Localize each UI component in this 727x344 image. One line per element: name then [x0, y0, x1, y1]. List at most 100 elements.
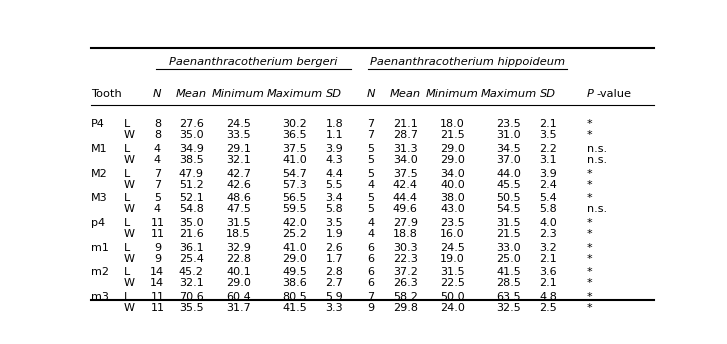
Text: 2.1: 2.1: [539, 278, 558, 288]
Text: 18.0: 18.0: [441, 119, 465, 129]
Text: 50.0: 50.0: [441, 292, 465, 302]
Text: 47.9: 47.9: [179, 169, 204, 179]
Text: 31.7: 31.7: [226, 303, 251, 313]
Text: L: L: [124, 267, 130, 277]
Text: Maximum: Maximum: [481, 89, 537, 99]
Text: 11: 11: [150, 218, 164, 228]
Text: 45.5: 45.5: [497, 180, 521, 190]
Text: 38.0: 38.0: [441, 193, 465, 203]
Text: 32.1: 32.1: [226, 155, 251, 165]
Text: 25.4: 25.4: [179, 254, 204, 264]
Text: 2.1: 2.1: [539, 254, 558, 264]
Text: 2.3: 2.3: [539, 229, 558, 239]
Text: 35.5: 35.5: [179, 303, 204, 313]
Text: *: *: [587, 292, 593, 302]
Text: 44.0: 44.0: [497, 169, 521, 179]
Text: 25.0: 25.0: [497, 254, 521, 264]
Text: 5.9: 5.9: [326, 292, 343, 302]
Text: *: *: [587, 303, 593, 313]
Text: 14: 14: [150, 267, 164, 277]
Text: m2: m2: [91, 267, 109, 277]
Text: 44.4: 44.4: [393, 193, 418, 203]
Text: 28.7: 28.7: [393, 130, 418, 140]
Text: 36.5: 36.5: [283, 130, 307, 140]
Text: 1.7: 1.7: [326, 254, 343, 264]
Text: W: W: [124, 155, 134, 165]
Text: 40.1: 40.1: [226, 267, 251, 277]
Text: W: W: [124, 278, 134, 288]
Text: N: N: [366, 89, 375, 99]
Text: *: *: [587, 169, 593, 179]
Text: 34.9: 34.9: [179, 144, 204, 154]
Text: 24.5: 24.5: [440, 243, 465, 252]
Text: 23.5: 23.5: [441, 218, 465, 228]
Text: 2.1: 2.1: [539, 119, 558, 129]
Text: 4: 4: [367, 218, 374, 228]
Text: 36.1: 36.1: [179, 243, 204, 252]
Text: 7: 7: [367, 119, 374, 129]
Text: L: L: [124, 169, 130, 179]
Text: 11: 11: [150, 292, 164, 302]
Text: 32.9: 32.9: [226, 243, 251, 252]
Text: 2.6: 2.6: [326, 243, 343, 252]
Text: 31.3: 31.3: [393, 144, 417, 154]
Text: M2: M2: [91, 169, 108, 179]
Text: 3.5: 3.5: [326, 218, 343, 228]
Text: 19.0: 19.0: [441, 254, 465, 264]
Text: 7: 7: [154, 180, 161, 190]
Text: 5.4: 5.4: [539, 193, 558, 203]
Text: 33.5: 33.5: [226, 130, 251, 140]
Text: *: *: [587, 267, 593, 277]
Text: 25.2: 25.2: [282, 229, 308, 239]
Text: 16.0: 16.0: [441, 229, 465, 239]
Text: 5.8: 5.8: [539, 204, 558, 214]
Text: Paenanthracotherium hippoideum: Paenanthracotherium hippoideum: [370, 57, 565, 67]
Text: 9: 9: [154, 243, 161, 252]
Text: m1: m1: [91, 243, 109, 252]
Text: L: L: [124, 144, 130, 154]
Text: 34.5: 34.5: [497, 144, 521, 154]
Text: Mean: Mean: [390, 89, 421, 99]
Text: 42.4: 42.4: [393, 180, 418, 190]
Text: 49.5: 49.5: [282, 267, 308, 277]
Text: L: L: [124, 218, 130, 228]
Text: 4: 4: [367, 229, 374, 239]
Text: 3.5: 3.5: [539, 130, 557, 140]
Text: L: L: [124, 119, 130, 129]
Text: 5: 5: [367, 155, 374, 165]
Text: 5.8: 5.8: [326, 204, 343, 214]
Text: *: *: [587, 180, 593, 190]
Text: *: *: [587, 130, 593, 140]
Text: 21.5: 21.5: [497, 229, 521, 239]
Text: W: W: [124, 254, 134, 264]
Text: *: *: [587, 119, 593, 129]
Text: Minimum: Minimum: [212, 89, 265, 99]
Text: Minimum: Minimum: [426, 89, 479, 99]
Text: Paenanthracotherium bergeri: Paenanthracotherium bergeri: [169, 57, 337, 67]
Text: 31.5: 31.5: [497, 218, 521, 228]
Text: 11: 11: [150, 303, 164, 313]
Text: 59.5: 59.5: [283, 204, 308, 214]
Text: 33.0: 33.0: [497, 243, 521, 252]
Text: Mean: Mean: [176, 89, 206, 99]
Text: 42.6: 42.6: [226, 180, 251, 190]
Text: 52.1: 52.1: [179, 193, 204, 203]
Text: 30.3: 30.3: [393, 243, 417, 252]
Text: p4: p4: [91, 218, 105, 228]
Text: 29.0: 29.0: [282, 254, 308, 264]
Text: 42.0: 42.0: [282, 218, 308, 228]
Text: L: L: [124, 292, 130, 302]
Text: 6: 6: [367, 278, 374, 288]
Text: 2.8: 2.8: [326, 267, 343, 277]
Text: 8: 8: [154, 119, 161, 129]
Text: 37.0: 37.0: [497, 155, 521, 165]
Text: SD: SD: [540, 89, 556, 99]
Text: 5: 5: [367, 204, 374, 214]
Text: 4.0: 4.0: [539, 218, 558, 228]
Text: *: *: [587, 229, 593, 239]
Text: 21.1: 21.1: [393, 119, 417, 129]
Text: W: W: [124, 180, 134, 190]
Text: 5: 5: [154, 193, 161, 203]
Text: 57.3: 57.3: [283, 180, 308, 190]
Text: 37.5: 37.5: [393, 169, 417, 179]
